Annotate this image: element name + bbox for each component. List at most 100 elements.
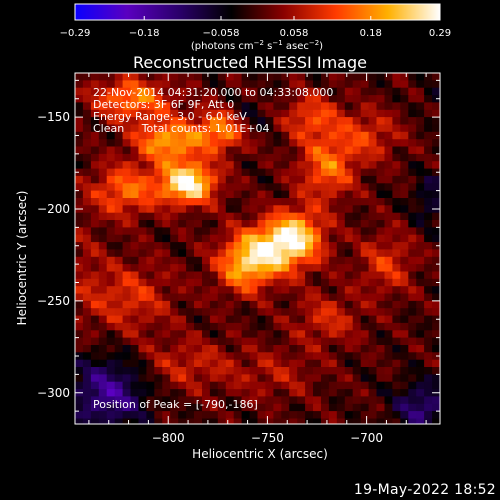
heatmap-cell (138, 308, 147, 317)
heatmap-cell (114, 337, 124, 346)
heatmap-cell (424, 124, 433, 133)
heatmap-cell (225, 102, 235, 111)
heatmap-cell (408, 359, 417, 368)
heatmap-cell (368, 146, 378, 155)
heatmap-cell (328, 271, 338, 280)
heatmap-cell (194, 271, 203, 280)
heatmap-cell (416, 352, 425, 361)
heatmap-cell (360, 161, 370, 170)
heatmap-cell (432, 117, 440, 126)
heatmap-cell (130, 139, 139, 148)
heatmap-cell (265, 271, 274, 280)
heatmap-cell (368, 102, 378, 111)
heatmap-cell (424, 352, 433, 361)
heatmap-cell (352, 278, 362, 287)
heatmap-cell (225, 315, 235, 324)
heatmap-cell (98, 352, 108, 361)
heatmap-cell (209, 80, 219, 89)
heatmap-cell (328, 411, 338, 420)
heatmap-cell (194, 418, 203, 424)
colorbar-ticks: −0.29 −0.18 −0.058 0.058 0.18 0.29 (60, 16, 451, 39)
heatmap-cell (313, 381, 322, 390)
heatmap-cell (289, 249, 298, 258)
heatmap-cell (82, 124, 92, 133)
heatmap-cell (202, 161, 211, 170)
heatmap-cell (114, 220, 124, 228)
heatmap-cell (400, 396, 409, 405)
heatmap-cell (241, 205, 251, 214)
heatmap-cell (305, 87, 314, 96)
heatmap-cell (265, 330, 274, 339)
heatmap-cell (360, 124, 370, 133)
heatmap-cell (82, 403, 92, 412)
heatmap-cell (209, 117, 219, 126)
heatmap-cell (154, 411, 163, 420)
heatmap-cell (360, 411, 370, 420)
heatmap-cell (138, 95, 147, 104)
heatmap-cell (360, 352, 370, 361)
heatmap-cell (392, 330, 401, 339)
heatmap-cell (209, 168, 219, 177)
heatmap-cell (106, 286, 116, 295)
heatmap-cell (225, 352, 235, 361)
heatmap-cell (162, 168, 171, 177)
heatmap-cell (202, 389, 211, 398)
heatmap-cell (289, 389, 298, 398)
heatmap-cell (114, 124, 124, 133)
heatmap-cell (289, 198, 298, 206)
heatmap-cell (400, 153, 409, 162)
heatmap-cell (400, 249, 409, 258)
heatmap-cell (265, 381, 274, 390)
heatmap-cell (297, 80, 306, 89)
heatmap-cell (106, 322, 116, 331)
heatmap-cell (249, 300, 259, 309)
heatmap-cell (241, 381, 251, 390)
heatmap-cell (90, 278, 100, 287)
heatmap-cell (225, 271, 235, 280)
heatmap-cell (233, 161, 243, 170)
heatmap-cell (170, 212, 179, 221)
heatmap-cell (154, 352, 163, 361)
heatmap-cell (106, 374, 116, 383)
heatmap-cell (400, 212, 409, 221)
heatmap-cell (273, 249, 282, 258)
heatmap-cell (138, 190, 147, 199)
heatmap-cell (273, 153, 282, 162)
heatmap-cell (328, 352, 338, 361)
heatmap-cell (186, 153, 195, 162)
heatmap-cell (424, 345, 433, 353)
heatmap-cell (82, 131, 92, 140)
heatmap-cell (352, 315, 362, 324)
heatmap-cell (233, 345, 243, 353)
heatmap-cell (82, 308, 92, 317)
heatmap-cell (122, 183, 132, 192)
heatmap-cell (281, 381, 290, 390)
heatmap-cell (281, 337, 290, 346)
heatmap-cell (170, 227, 179, 236)
heatmap-cell (368, 293, 378, 302)
heatmap-cell (344, 109, 354, 118)
heatmap-cell (424, 418, 433, 424)
heatmap-cell (297, 242, 306, 251)
heatmap-cell (321, 95, 330, 104)
heatmap-cell (408, 367, 417, 375)
heatmap-cell (289, 330, 298, 339)
heatmap-cell (257, 249, 266, 258)
heatmap-cell (241, 80, 251, 89)
heatmap-cell (408, 109, 417, 118)
heatmap-cell (328, 242, 338, 251)
heatmap-cell (154, 175, 163, 184)
heatmap-cell (170, 264, 179, 273)
heatmap-cell (114, 308, 124, 317)
heatmap-cell (209, 308, 219, 317)
heatmap-cell (209, 330, 219, 339)
heatmap-cell (392, 315, 401, 324)
heatmap-cell (209, 352, 219, 361)
heatmap-cell (392, 227, 401, 236)
heatmap-cell (98, 300, 108, 309)
y-axis-label: Heliocentric Y (arcsec) (15, 191, 29, 326)
heatmap-cell (424, 374, 433, 383)
heatmap-cell (408, 190, 417, 199)
heatmap-cell (138, 330, 147, 339)
heatmap-cell (114, 117, 124, 126)
